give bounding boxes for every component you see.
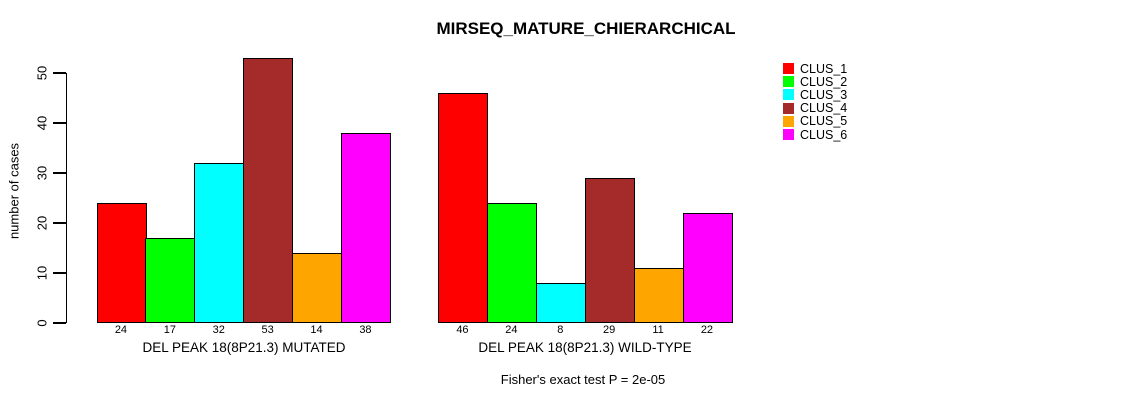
bar-value-label: 17 [163,324,176,336]
legend-label: CLUS_3 [800,87,848,102]
y-tick [53,272,66,274]
legend-label: CLUS_2 [800,74,848,89]
y-tick [53,72,66,74]
bar-clus_6-group1 [341,133,392,323]
bar-clus_4-group2 [584,178,635,323]
chart-title: MIRSEQ_MATURE_CHIERARCHICAL [436,19,736,38]
legend-swatch [783,63,794,75]
legend-item: CLUS_6 [783,127,848,142]
legend-swatch [783,102,794,114]
legend-item: CLUS_3 [783,87,848,102]
legend-item: CLUS_4 [783,101,848,116]
bar-clus_1-group2 [438,93,489,323]
bar-value-label: 53 [261,324,274,336]
legend-item: CLUS_5 [783,114,848,129]
y-axis-line [66,73,68,323]
footnote-fishers-test: Fisher's exact test P = 2e-05 [500,372,666,387]
y-tick [53,222,66,224]
legend-item: CLUS_2 [783,74,848,89]
legend-label: CLUS_1 [800,61,848,76]
bar-value-label: 29 [603,324,616,336]
bar-clus_5-group2 [633,268,684,323]
bar-value-label: 22 [700,324,714,336]
legend-swatch [783,129,794,141]
bar-value-label: 24 [114,324,128,336]
bar-clus_2-group2 [486,203,538,323]
bar-clus_3-group1 [194,163,245,323]
bar-clus_5-group1 [292,253,343,323]
group-label-mutated: DEL PEAK 18(8P21.3) MUTATED [142,340,346,355]
y-tick-label: 0 [34,319,50,327]
y-tick-label: 50 [34,65,50,81]
y-tick [53,172,66,174]
y-tick-label: 20 [34,215,50,231]
bar-value-label: 24 [505,324,518,336]
y-tick-label: 30 [34,165,50,181]
bar-value-label: 38 [359,324,372,336]
bar-value-label: 11 [652,324,664,336]
y-tick-label: 10 [34,265,50,281]
bar-clus_2-group1 [145,238,196,323]
legend-label: CLUS_6 [800,127,848,142]
bar-value-label: 32 [212,324,225,336]
y-tick-label: 40 [34,115,50,131]
legend-item: CLUS_1 [783,61,848,76]
legend: CLUS_1 CLUS_2 CLUS_3 CLUS_4 CLUS_5 CLUS_… [783,61,848,142]
legend-swatch [783,115,794,127]
bar-value-label: 46 [456,324,469,336]
legend-swatch [783,89,794,101]
bar-clus_1-group1 [96,203,147,323]
y-tick [53,322,66,324]
bar-clus_3-group2 [535,283,587,323]
group-label-wild-type: DEL PEAK 18(8P21.3) WILD-TYPE [478,340,692,355]
bar-value-label: 14 [310,324,323,336]
legend-label: CLUS_5 [800,114,848,129]
y-tick [53,122,66,124]
y-axis-label: number of cases [6,142,22,240]
legend-label: CLUS_4 [800,101,848,116]
bar-clus_4-group1 [243,58,294,323]
legend-swatch [783,76,794,88]
bar-value-label: 8 [557,324,564,336]
bar-clus_6-group2 [682,213,733,323]
